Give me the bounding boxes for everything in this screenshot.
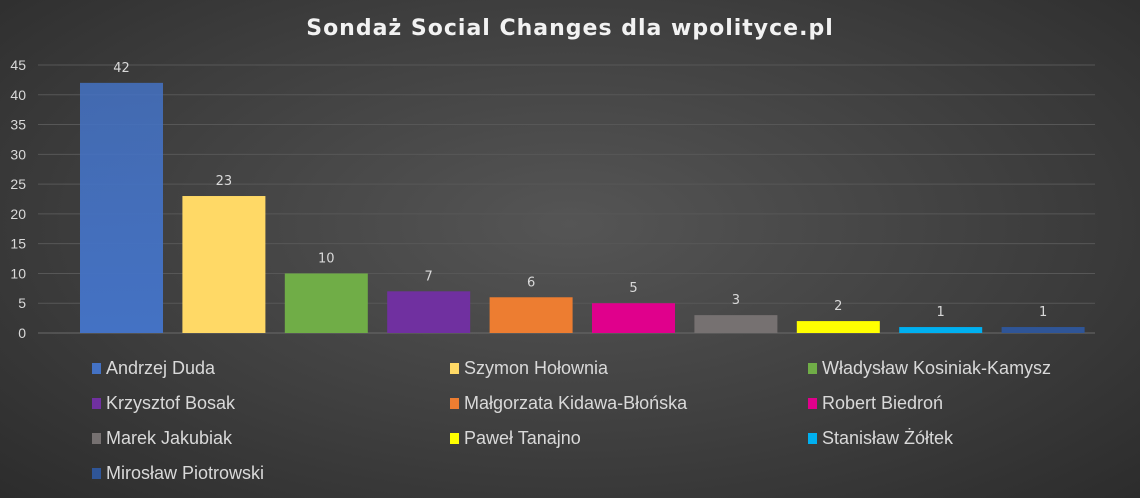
y-tick-label: 5	[18, 295, 26, 311]
legend-item: Marek Jakubiak	[92, 428, 232, 449]
legend-swatch	[450, 433, 459, 444]
legend-label: Marek Jakubiak	[106, 428, 233, 448]
legend-item: Krzysztof Bosak	[92, 393, 235, 414]
legend-item: Stanisław Żółtek	[808, 428, 953, 449]
bar-ma-gorzata-kidawa-b-o-ska	[489, 297, 573, 333]
chart-title: Sondaż Social Changes dla wpolityce.pl	[306, 16, 834, 41]
legend-label: Krzysztof Bosak	[106, 393, 236, 413]
legend-swatch	[450, 398, 459, 409]
legend-swatch	[808, 398, 817, 409]
legend-item: Szymon Hołownia	[450, 358, 608, 379]
data-label: 1	[937, 305, 945, 320]
bar-szymon-ho-ownia	[182, 196, 266, 333]
legend-swatch	[92, 398, 101, 409]
bar-robert-biedro-	[592, 303, 675, 333]
bar-marek-jakubiak	[694, 315, 778, 333]
data-label: 6	[527, 275, 535, 290]
legend-label: Władysław Kosiniak-Kamysz	[822, 358, 1052, 378]
bar-miros-aw-piotrowski	[1001, 327, 1085, 333]
legend-item: Paweł Tanajno	[450, 428, 581, 449]
legend-swatch	[808, 433, 817, 444]
legend-label: Robert Biedroń	[822, 393, 944, 413]
legend-swatch	[450, 363, 459, 374]
bar-pawe-tanajno	[796, 321, 880, 333]
data-label: 10	[318, 251, 335, 266]
legend-label: Andrzej Duda	[106, 358, 216, 378]
legend-item: Mirosław Piotrowski	[92, 463, 264, 484]
y-tick-label: 40	[10, 87, 26, 103]
legend-swatch	[92, 468, 101, 479]
data-label: 5	[629, 281, 637, 296]
legend-swatch	[92, 433, 101, 444]
bar-w-adys-aw-kosiniak-kamysz	[284, 273, 368, 333]
y-tick-label: 15	[10, 236, 26, 252]
legend-label: Mirosław Piotrowski	[106, 463, 265, 483]
y-tick-label: 45	[10, 57, 26, 73]
legend-label: Stanisław Żółtek	[822, 428, 954, 448]
data-label: 3	[732, 293, 740, 308]
y-tick-label: 25	[10, 176, 26, 192]
legend-label: Szymon Hołownia	[464, 358, 609, 378]
bar-andrzej-duda	[80, 82, 163, 333]
bar-krzysztof-bosak	[387, 291, 471, 333]
legend-item: Władysław Kosiniak-Kamysz	[808, 358, 1051, 379]
legend-item: Robert Biedroń	[808, 393, 943, 414]
legend-label: Małgorzata Kidawa-Błońska	[464, 393, 688, 413]
legend-item: Małgorzata Kidawa-Błońska	[450, 393, 687, 414]
data-label: 1	[1039, 305, 1047, 320]
y-tick-label: 0	[18, 325, 26, 341]
legend-label: Paweł Tanajno	[464, 428, 581, 448]
y-tick-label: 35	[10, 117, 26, 133]
y-tick-label: 20	[10, 206, 26, 222]
bar-stanis-aw-tek	[899, 327, 983, 333]
y-tick-label: 30	[10, 146, 26, 162]
data-label: 2	[834, 299, 842, 314]
legend-swatch	[92, 363, 101, 374]
y-tick-label: 10	[10, 265, 26, 281]
legend-swatch	[808, 363, 817, 374]
data-label: 23	[216, 174, 233, 189]
legend-item: Andrzej Duda	[92, 358, 215, 379]
data-label: 7	[425, 269, 433, 284]
data-label: 42	[113, 61, 130, 76]
